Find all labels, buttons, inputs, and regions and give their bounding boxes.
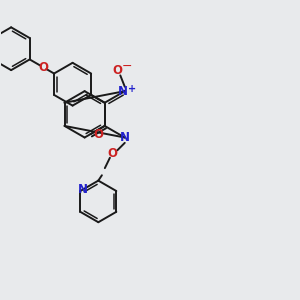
Text: O: O — [93, 128, 103, 141]
Text: O: O — [38, 61, 48, 74]
Text: N: N — [78, 183, 88, 196]
Text: N: N — [118, 85, 128, 98]
Text: N: N — [120, 131, 130, 144]
Text: −: − — [122, 60, 132, 73]
Text: O: O — [107, 147, 117, 161]
Text: +: + — [128, 84, 136, 94]
Text: O: O — [112, 64, 122, 77]
